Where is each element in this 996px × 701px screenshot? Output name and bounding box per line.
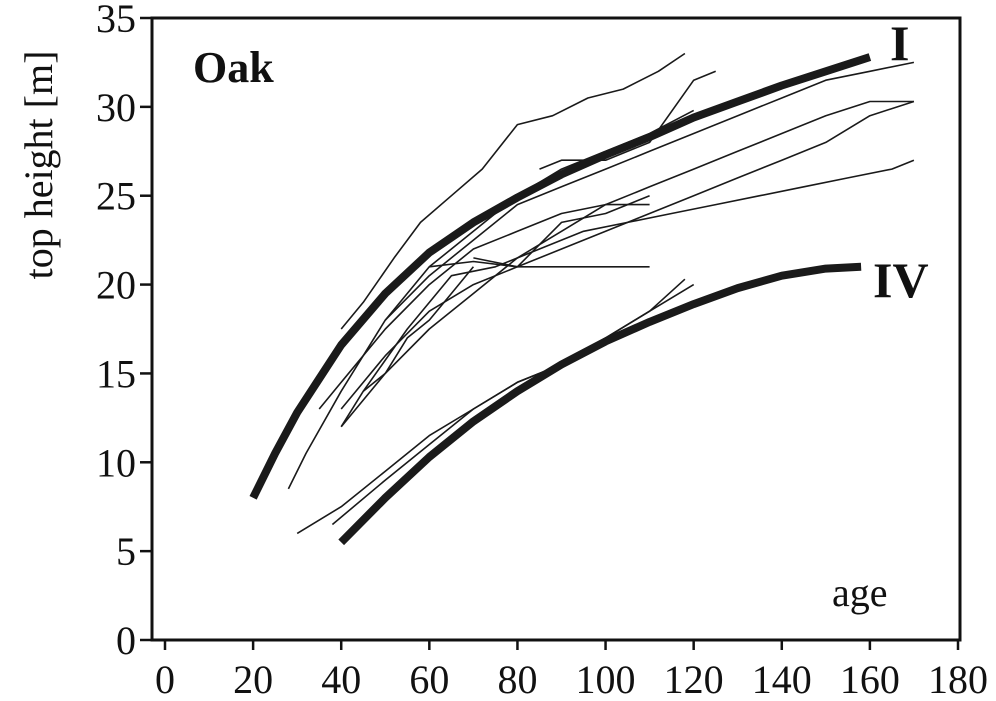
observed-series-line (362, 159, 915, 392)
x-tick-label: 160 (840, 657, 900, 701)
observed-series-line (539, 70, 717, 170)
y-tick-label: 25 (96, 174, 136, 219)
y-tick-label: 35 (96, 0, 136, 41)
y-tick-label: 20 (96, 263, 136, 308)
x-tick-label: 40 (321, 657, 361, 701)
plot-frame (150, 16, 962, 642)
y-tick-label: 10 (96, 440, 136, 485)
reference-curve-iv (338, 262, 862, 546)
chart-title: Oak (193, 43, 274, 92)
x-tick-label: 120 (664, 657, 724, 701)
x-tick-label: 100 (576, 657, 636, 701)
observed-series-line (340, 266, 475, 428)
reference-curve-i (249, 53, 872, 500)
observed-series-line (340, 100, 914, 428)
x-tick-label: 20 (233, 657, 273, 701)
axis-ticks: 0 20 40 60 80 100 120 140 160 180 0 5 10 15 20 25 30 35 (96, 0, 988, 701)
curve-label-i: I (890, 15, 909, 71)
observed-series-line (318, 203, 650, 410)
x-tick-label: 180 (928, 657, 988, 701)
observed-series-line (331, 278, 686, 526)
observed-series-line (473, 194, 650, 268)
x-tick-label: 0 (155, 657, 175, 701)
observed-series-line (340, 52, 686, 330)
x-tick-label: 60 (409, 657, 449, 701)
y-tick-label: 0 (116, 618, 136, 663)
curve-label-iv: IV (873, 252, 929, 308)
x-tick-label: 80 (497, 657, 537, 701)
observed-series-line (384, 61, 915, 321)
observed-series-line (287, 109, 695, 490)
y-tick-label: 5 (116, 529, 136, 574)
x-tick-label: 140 (752, 657, 812, 701)
reference-curves-group (249, 53, 872, 546)
y-axis-label: top height [m] (16, 51, 61, 280)
observed-series-line (429, 260, 650, 268)
y-tick-label: 15 (96, 351, 136, 396)
y-tick-label: 30 (96, 85, 136, 130)
x-axis-label: age (832, 570, 888, 615)
